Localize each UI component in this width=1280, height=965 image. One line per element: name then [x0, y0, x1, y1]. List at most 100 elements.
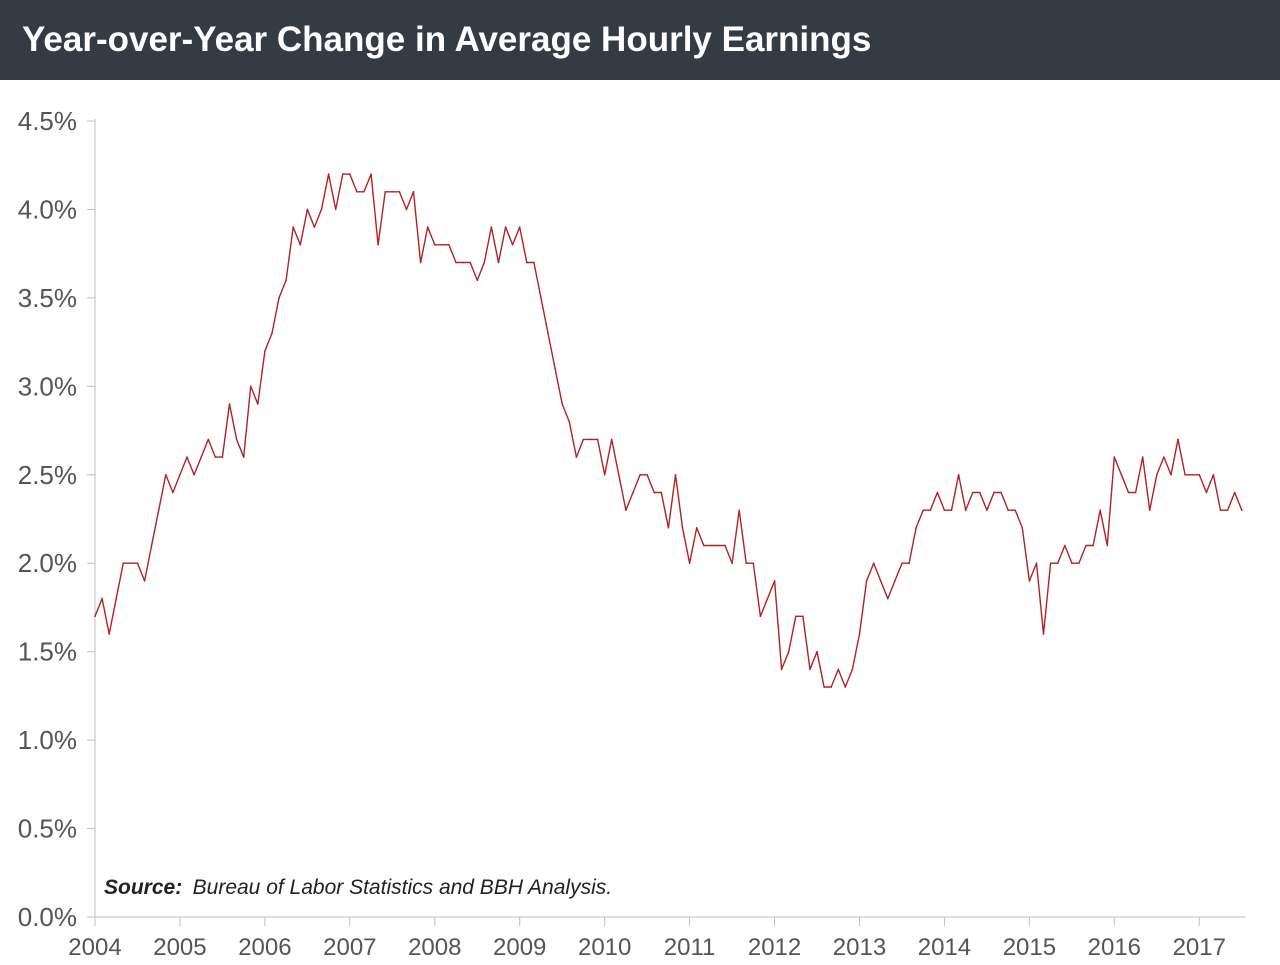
data-point — [618, 474, 620, 476]
x-tick-label: 2014 — [918, 934, 971, 961]
series-line-average-hourly-earnings — [94, 173, 1243, 688]
data-point — [257, 403, 259, 405]
data-point — [1092, 544, 1094, 547]
data-point — [448, 244, 450, 246]
data-point — [1233, 491, 1236, 494]
data-point — [207, 438, 210, 441]
data-point — [1007, 509, 1009, 512]
data-point — [851, 668, 854, 671]
data-point — [462, 261, 464, 264]
data-point — [1163, 456, 1165, 458]
data-point — [830, 686, 832, 688]
data-point — [667, 527, 670, 529]
data-point — [795, 615, 797, 618]
data-point — [766, 597, 769, 600]
y-tick-label: 4.5% — [18, 106, 77, 136]
data-point — [844, 686, 847, 688]
data-point — [1127, 491, 1130, 494]
data-point — [653, 491, 655, 494]
data-point — [1035, 562, 1038, 564]
data-point — [745, 562, 747, 564]
data-point — [582, 438, 585, 441]
data-point — [540, 297, 542, 299]
data-point — [625, 509, 627, 512]
data-point — [993, 491, 995, 494]
data-point — [483, 261, 486, 264]
data-point — [752, 562, 755, 564]
data-point — [1226, 509, 1229, 512]
data-point — [724, 544, 726, 547]
data-point — [200, 456, 202, 458]
data-point — [526, 261, 528, 264]
data-point — [1198, 474, 1201, 476]
data-point — [129, 562, 132, 564]
data-point — [398, 191, 401, 193]
x-tick-label: 2008 — [408, 934, 461, 961]
data-point — [1056, 562, 1059, 564]
data-point — [426, 226, 429, 228]
data-point — [773, 580, 776, 582]
x-tick-label: 2007 — [323, 934, 376, 961]
data-point — [575, 456, 578, 458]
data-point — [264, 350, 266, 352]
data-point — [327, 173, 330, 175]
data-point — [1177, 438, 1179, 441]
y-tick-label: 1.0% — [18, 725, 77, 755]
data-point — [1078, 562, 1080, 564]
x-tick-label: 2010 — [578, 934, 631, 961]
data-point — [660, 491, 663, 494]
data-point — [235, 438, 238, 441]
data-point — [455, 261, 457, 264]
data-point — [610, 438, 613, 441]
data-point — [646, 474, 648, 476]
data-point — [1106, 544, 1109, 547]
y-tick-label: 4.0% — [18, 194, 77, 224]
data-point — [596, 438, 599, 441]
data-point — [865, 580, 868, 582]
data-points — [94, 173, 1243, 688]
data-point — [674, 474, 677, 476]
data-point — [1170, 474, 1172, 476]
chart-title: Year-over-Year Change in Average Hourly … — [0, 0, 1280, 80]
data-point — [837, 668, 840, 671]
data-point — [561, 403, 563, 405]
y-tick-label: 2.5% — [18, 460, 77, 490]
data-point — [391, 191, 394, 193]
source-text: Bureau of Labor Statistics and BBH Analy… — [193, 876, 612, 899]
data-point — [568, 420, 571, 423]
data-point — [434, 244, 436, 246]
data-point — [901, 562, 903, 564]
data-point — [306, 208, 309, 211]
data-point — [419, 261, 422, 264]
y-tick-label: 0.5% — [18, 814, 77, 844]
y-axis: 0.0% 0.5% 1.0% 1.5% 2.0% 2.5% 3.0% 3.5% 4.0% 4.5% — [18, 106, 96, 932]
data-point — [1099, 509, 1101, 512]
data-point — [887, 597, 889, 600]
data-point — [1000, 491, 1002, 494]
data-point — [150, 544, 153, 547]
data-point — [1064, 544, 1066, 547]
data-point — [1191, 474, 1193, 476]
data-point — [1028, 580, 1031, 582]
data-point — [695, 527, 698, 529]
data-point — [1014, 509, 1016, 512]
data-point — [979, 491, 981, 494]
x-axis: 2004 2005 2006 2007 2008 2009 2010 2011 2012 2013… — [68, 916, 1246, 961]
data-point — [780, 668, 783, 671]
data-point — [292, 226, 295, 228]
data-point — [632, 491, 634, 494]
data-point — [285, 279, 287, 282]
data-point — [242, 456, 245, 458]
data-point — [278, 297, 280, 299]
data-point — [186, 456, 188, 458]
data-point — [441, 244, 443, 246]
data-point — [469, 261, 472, 264]
data-point — [1141, 456, 1144, 458]
data-point — [172, 491, 174, 494]
data-point — [221, 456, 224, 458]
data-point — [1021, 527, 1024, 529]
data-point — [1148, 509, 1151, 512]
y-tick-label: 3.5% — [18, 283, 77, 313]
data-point — [377, 244, 379, 246]
